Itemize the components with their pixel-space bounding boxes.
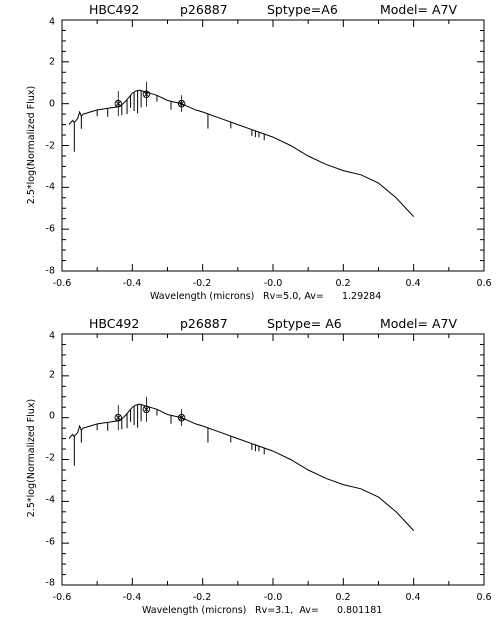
title-catalog-id: p26887 xyxy=(180,316,228,331)
plot-frame xyxy=(61,333,485,586)
x-tick-label-m04: -0.4 xyxy=(123,278,142,289)
axis-tick-marks xyxy=(61,333,485,586)
y-tick-label-m6: -6 xyxy=(46,537,55,548)
y-tick-label-m8: -8 xyxy=(46,578,55,589)
title-sptype: Sptype=A6 xyxy=(267,2,338,17)
y-axis-label: 2.5*log(Normalized Flux) xyxy=(26,86,37,204)
x-tick-label-m06: -0.6 xyxy=(53,592,72,603)
y-axis-ticks: -8 -6 -4 -2 0 2 4 xyxy=(46,17,55,277)
y-tick-label-4: 4 xyxy=(49,331,55,342)
photometry-point xyxy=(114,413,123,422)
x-axis-label: Wavelength (microns) xyxy=(142,605,246,616)
x-axis-label-params: Rv=3.1, Av= 0.801181 xyxy=(255,605,382,616)
model-spectrum-line xyxy=(68,403,415,531)
panel-top: HBC492 p26887 Sptype=A6 Model= A7V -8 -6… xyxy=(26,2,492,302)
photometry-point xyxy=(142,90,151,99)
y-axis-ticks: -8 -6 -4 -2 0 2 4 xyxy=(46,331,55,589)
x-tick-label-0: -0.0 xyxy=(264,592,283,603)
title-model: Model= A7V xyxy=(380,2,457,17)
y-tick-label-m2: -2 xyxy=(46,453,55,464)
photometry-point-cross xyxy=(178,100,185,107)
title-model: Model= A7V xyxy=(380,316,457,331)
photometry-point-cross xyxy=(143,406,150,413)
y-tick-label-m4: -4 xyxy=(46,182,55,193)
photometry-point xyxy=(177,99,186,108)
x-tick-label-06: 0.6 xyxy=(476,592,491,603)
photometry-point xyxy=(177,413,186,422)
photometry-point xyxy=(142,405,151,414)
x-tick-label-m04: -0.4 xyxy=(123,592,142,603)
title-star-name: HBC492 xyxy=(89,316,139,331)
y-tick-label-m4: -4 xyxy=(46,495,55,506)
panel-bottom: HBC492 p26887 Sptype= A6 Model= A7V -8 -… xyxy=(26,316,492,616)
x-tick-label-0: -0.0 xyxy=(264,278,283,289)
plot-frame xyxy=(61,19,485,272)
y-tick-label-m2: -2 xyxy=(46,141,55,152)
y-tick-label-2: 2 xyxy=(49,370,55,381)
photometry-point-cross xyxy=(143,91,150,97)
x-tick-label-06: 0.6 xyxy=(476,278,491,289)
title-sptype: Sptype= A6 xyxy=(267,316,342,331)
y-tick-label-4: 4 xyxy=(49,17,55,28)
y-tick-label-0: 0 xyxy=(49,99,55,110)
x-tick-label-04: 0.4 xyxy=(405,592,420,603)
y-axis-label: 2.5*log(Normalized Flux) xyxy=(26,399,37,517)
x-tick-label-m02: -0.2 xyxy=(193,592,212,603)
x-tick-label-02: 0.2 xyxy=(335,278,350,289)
x-axis-ticks: -0.6 -0.4 -0.2 -0.0 0.2 0.4 0.6 xyxy=(53,278,492,289)
x-axis-ticks: -0.6 -0.4 -0.2 -0.0 0.2 0.4 0.6 xyxy=(53,592,492,603)
photometry-point-cross xyxy=(115,414,121,421)
x-tick-label-04: 0.4 xyxy=(405,278,420,289)
title-star-name: HBC492 xyxy=(89,2,139,17)
photometry-point xyxy=(114,99,123,108)
x-axis-label-params: Rv=5.0, Av= 1.29284 xyxy=(263,291,381,302)
x-tick-label-m02: -0.2 xyxy=(193,278,212,289)
photometry-point-cross xyxy=(115,100,121,107)
x-tick-label-02: 0.2 xyxy=(335,592,350,603)
y-tick-label-0: 0 xyxy=(49,411,55,422)
y-tick-label-2: 2 xyxy=(49,57,55,68)
axis-tick-marks xyxy=(61,19,485,272)
x-axis-label: Wavelength (microns) xyxy=(150,291,254,302)
model-spectrum-line xyxy=(68,89,415,217)
plot-area xyxy=(68,396,415,531)
photometry-point-cross xyxy=(178,414,185,421)
title-catalog-id: p26887 xyxy=(180,2,228,17)
plot-area xyxy=(68,81,415,217)
y-tick-label-m8: -8 xyxy=(46,266,55,277)
y-tick-label-m6: -6 xyxy=(46,224,55,235)
x-tick-label-m06: -0.6 xyxy=(53,278,72,289)
